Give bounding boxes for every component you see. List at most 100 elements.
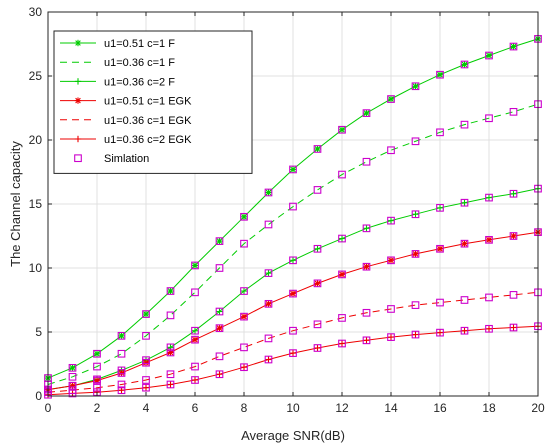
legend-label: u1=0.36 c=1 EGK bbox=[104, 115, 192, 127]
legend-entry: u1=0.36 c=1 EGK bbox=[60, 115, 192, 127]
simulation-point bbox=[387, 216, 395, 225]
simulation-point bbox=[68, 372, 77, 381]
simulation-point bbox=[240, 363, 248, 372]
simulation-point bbox=[289, 256, 297, 265]
x-tick-label: 18 bbox=[482, 401, 496, 415]
simulation-point bbox=[338, 339, 346, 348]
data-point bbox=[412, 211, 419, 218]
series-6 bbox=[44, 323, 542, 398]
simulation-point bbox=[289, 165, 297, 174]
data-point bbox=[363, 225, 370, 232]
simulation-point bbox=[362, 308, 371, 317]
legend-entry: u1=0.36 c=1 F bbox=[60, 57, 175, 69]
simulation-point bbox=[215, 352, 224, 361]
simulation-point bbox=[68, 363, 77, 372]
data-point bbox=[69, 382, 76, 389]
simulation-point bbox=[93, 349, 101, 358]
data-point bbox=[167, 381, 174, 388]
data-point bbox=[314, 145, 321, 153]
simulation-point bbox=[436, 203, 444, 212]
simulation-point bbox=[191, 335, 199, 344]
x-tick-label: 12 bbox=[335, 401, 349, 415]
simulation-point bbox=[509, 107, 518, 116]
simulation-point bbox=[93, 362, 101, 371]
simulation-point bbox=[68, 381, 77, 390]
x-axis-label: Average SNR(dB) bbox=[241, 428, 345, 443]
simulation-point bbox=[166, 343, 175, 352]
simulation-point bbox=[142, 331, 150, 340]
y-tick-label: 10 bbox=[29, 261, 43, 275]
series-line bbox=[47, 291, 539, 393]
x-tick-label: 6 bbox=[192, 401, 199, 415]
data-point bbox=[216, 371, 223, 378]
simulation-point bbox=[411, 82, 420, 91]
simulation-point bbox=[117, 386, 126, 395]
data-point bbox=[118, 369, 125, 377]
simulation-point bbox=[240, 312, 248, 321]
simulation-point bbox=[191, 376, 199, 384]
simulation-point bbox=[240, 287, 248, 295]
data-point bbox=[461, 199, 468, 206]
data-point bbox=[142, 310, 150, 318]
x-tick-label: 0 bbox=[45, 401, 52, 415]
data-point bbox=[216, 324, 223, 332]
simulation-point bbox=[509, 291, 518, 299]
simulation-point bbox=[485, 293, 493, 302]
data-point bbox=[461, 327, 468, 334]
x-tick-label: 10 bbox=[286, 401, 300, 415]
data-point bbox=[436, 71, 444, 78]
x-tick-label: 4 bbox=[143, 401, 150, 415]
axis-ticks: 0 2 4 6 8 10 12 14 16 18 20 0 5 10 15 20 25 30 bbox=[29, 5, 545, 415]
data-point bbox=[265, 300, 272, 308]
simulation-point bbox=[289, 349, 297, 357]
y-tick-label: 25 bbox=[29, 69, 43, 83]
simulation-point bbox=[485, 114, 493, 123]
simulation-point bbox=[289, 289, 297, 298]
simulation-point bbox=[338, 125, 346, 134]
y-tick-label: 0 bbox=[35, 389, 42, 403]
simulation-point bbox=[436, 328, 444, 337]
data-point bbox=[436, 329, 444, 336]
simulation-point bbox=[460, 296, 469, 304]
data-point bbox=[191, 327, 199, 334]
series-line bbox=[47, 103, 539, 385]
data-point bbox=[510, 43, 517, 50]
data-point bbox=[387, 333, 395, 341]
data-point bbox=[314, 344, 321, 352]
data-point bbox=[338, 235, 346, 242]
simulation-point bbox=[411, 210, 420, 219]
data-point bbox=[363, 263, 370, 270]
simulation-point bbox=[313, 186, 322, 194]
simulation-point bbox=[166, 287, 175, 295]
data-point bbox=[363, 337, 370, 344]
x-tick-label: 2 bbox=[94, 401, 101, 415]
simulation-point bbox=[264, 220, 273, 229]
simulation-point bbox=[264, 355, 273, 364]
x-tick-label: 14 bbox=[384, 401, 398, 415]
data-point bbox=[240, 313, 248, 320]
simulation-point bbox=[215, 370, 224, 379]
data-point bbox=[69, 364, 76, 372]
simulation-point bbox=[289, 326, 297, 335]
data-point bbox=[387, 257, 395, 264]
data-point bbox=[289, 349, 297, 357]
simulation-point bbox=[117, 349, 126, 358]
legend-label: u1=0.36 c=2 EGK bbox=[104, 134, 192, 146]
simulation-point bbox=[509, 323, 518, 332]
data-point bbox=[387, 95, 395, 103]
simulation-point bbox=[436, 298, 444, 307]
data-point bbox=[265, 269, 272, 277]
data-point bbox=[216, 308, 223, 315]
simulation-point bbox=[142, 376, 150, 384]
simulation-point bbox=[166, 311, 175, 320]
series-5 bbox=[47, 291, 539, 393]
data-point bbox=[191, 376, 199, 384]
simulation-point bbox=[362, 109, 371, 117]
simulation-point bbox=[460, 239, 469, 248]
simulation-point bbox=[338, 270, 346, 279]
legend-box bbox=[53, 30, 253, 174]
data-point bbox=[412, 83, 419, 90]
simulation-point bbox=[240, 343, 248, 352]
data-point bbox=[93, 350, 101, 357]
simulation-point bbox=[93, 383, 101, 392]
